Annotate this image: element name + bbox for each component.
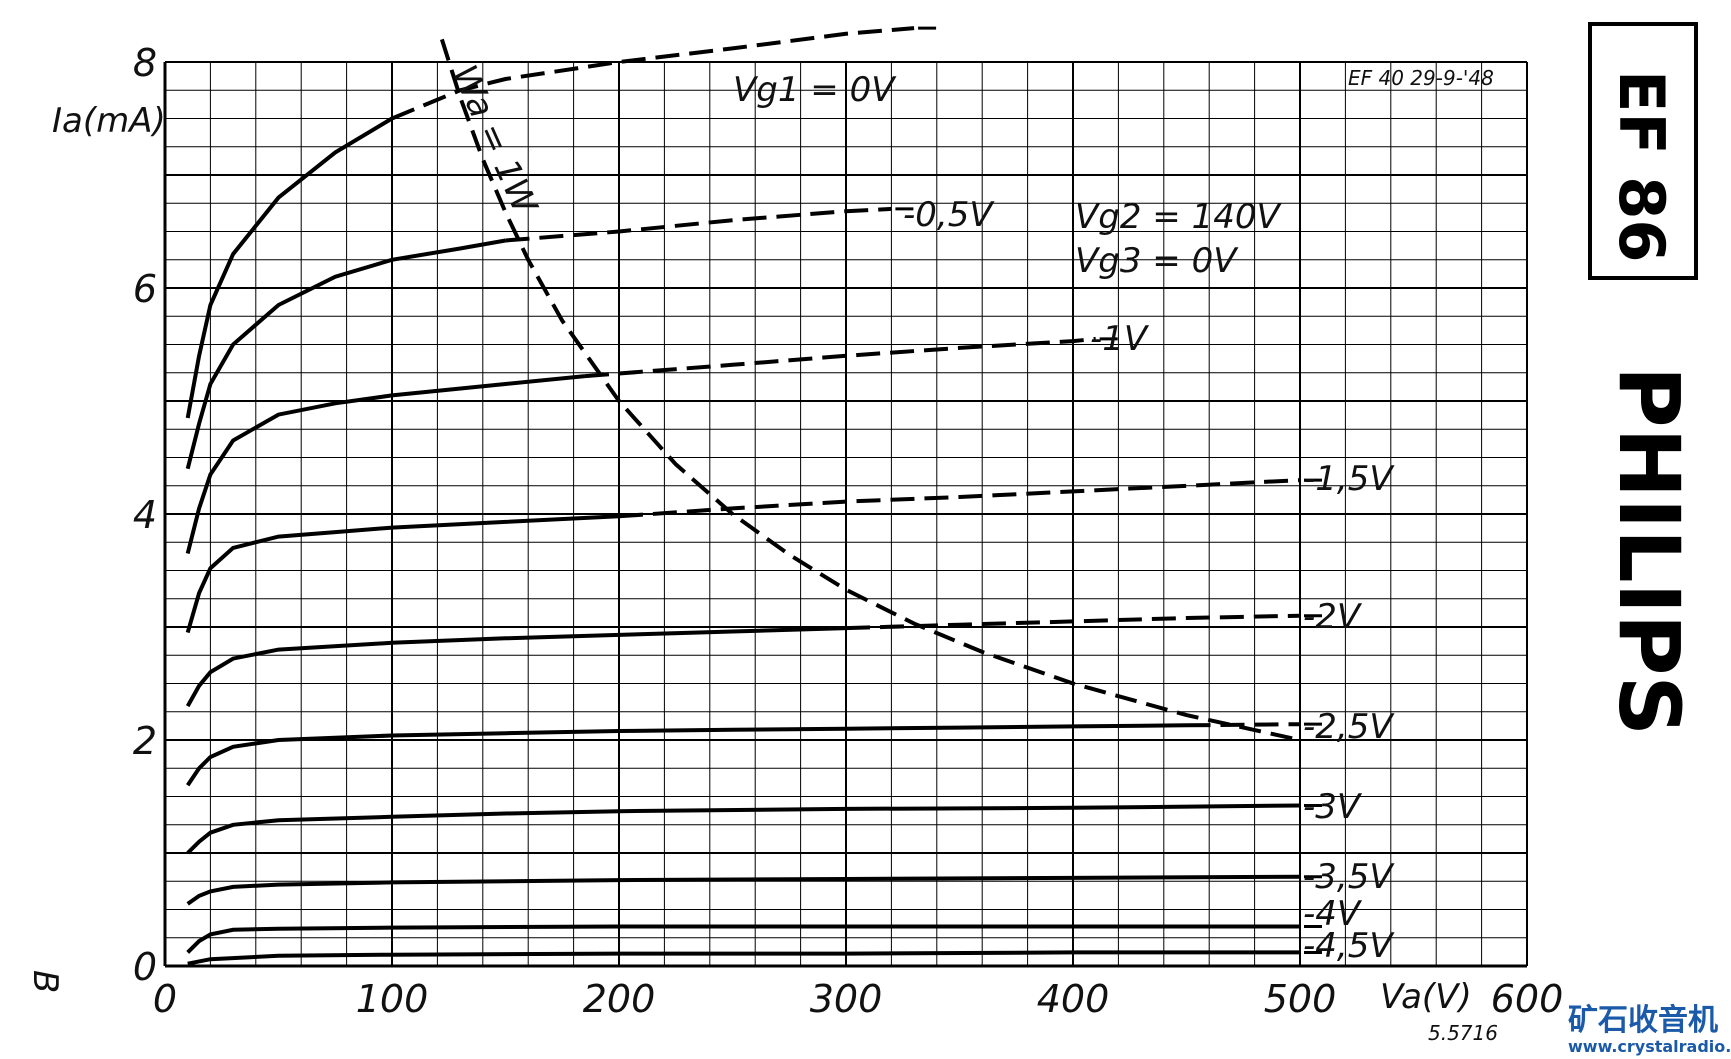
series-label-minus-0-5v: -0,5V xyxy=(903,195,995,235)
chart-series xyxy=(185,26,1322,966)
watermark-url: www.crystalradio.cn xyxy=(1568,1037,1731,1056)
tube-label: EF 86 xyxy=(1605,70,1678,263)
series-line xyxy=(185,238,506,470)
series-label-minus-2-5v: -2,5V xyxy=(1303,707,1395,747)
series-line xyxy=(186,803,1301,855)
x-tick-label: 400 xyxy=(1037,977,1110,1021)
series-line-dashed xyxy=(1186,722,1301,728)
x-tick-label: 600 xyxy=(1491,977,1564,1021)
series-label-minus-1v: -1V xyxy=(1090,319,1150,359)
y-tick-label: 4 xyxy=(133,493,157,537)
series-line xyxy=(185,514,620,634)
series-line xyxy=(186,874,1301,906)
series-label-minus-3-5v: -3,5V xyxy=(1303,857,1395,897)
chart-grid xyxy=(164,61,1528,967)
series-line-dashed xyxy=(618,478,1301,519)
series-label-minus-1-5v: -1,5V xyxy=(1303,459,1395,499)
series-line-power-limit xyxy=(439,38,1301,742)
series-label-minus-4-5v: -4,5V xyxy=(1303,926,1395,966)
condition-vg2: Vg2 = 140V xyxy=(1075,197,1282,237)
x-tick-labels: 0 100 200 300 400 500 600 xyxy=(153,977,1563,1021)
series-line-dashed xyxy=(584,336,1096,379)
series-label-minus-3v: -3V xyxy=(1303,787,1363,827)
series-line-dashed xyxy=(505,206,892,243)
tube-label-box: EF 86 xyxy=(1588,22,1698,280)
chart-axes xyxy=(163,62,1527,968)
figure-code: 5.5716 xyxy=(1428,1021,1498,1045)
series-line-dashed xyxy=(391,26,915,121)
x-tick-label: 300 xyxy=(810,977,883,1021)
y-tick-label: 0 xyxy=(133,945,157,989)
corner-mark: B xyxy=(25,970,65,993)
series-label-vg1-0v: Vg1 = 0V xyxy=(733,70,897,110)
x-tick-label: 0 xyxy=(153,977,177,1021)
x-tick-label: 500 xyxy=(1264,977,1337,1021)
y-axis-label: Ia(mA) xyxy=(52,101,166,141)
series-line xyxy=(185,626,847,708)
x-axis-label: Va(V) xyxy=(1380,977,1472,1017)
condition-vg3: Vg3 = 0V xyxy=(1075,241,1239,281)
y-tick-labels: 0 2 4 6 8 xyxy=(133,41,157,989)
series-line xyxy=(187,950,1300,966)
x-tick-label: 200 xyxy=(583,977,656,1021)
y-tick-label: 8 xyxy=(133,41,157,85)
series-line xyxy=(186,723,1187,787)
x-tick-label: 100 xyxy=(356,977,429,1021)
y-tick-label: 6 xyxy=(133,267,157,311)
series-label-minus-4v: -4V xyxy=(1303,894,1363,934)
series-label-minus-2v: -2V xyxy=(1303,597,1363,637)
series-line xyxy=(186,924,1300,954)
header-note: EF 40 29-9-'48 xyxy=(1348,66,1494,90)
watermark-text: 矿石收音机 xyxy=(1568,1003,1718,1038)
y-tick-label: 2 xyxy=(133,719,157,763)
series-line xyxy=(185,374,586,554)
brand-logo: PHILIPS xyxy=(1600,366,1698,736)
site-watermark: 矿石收音机 www.crystalradio.cn xyxy=(1568,1003,1731,1056)
series-line xyxy=(185,116,394,419)
